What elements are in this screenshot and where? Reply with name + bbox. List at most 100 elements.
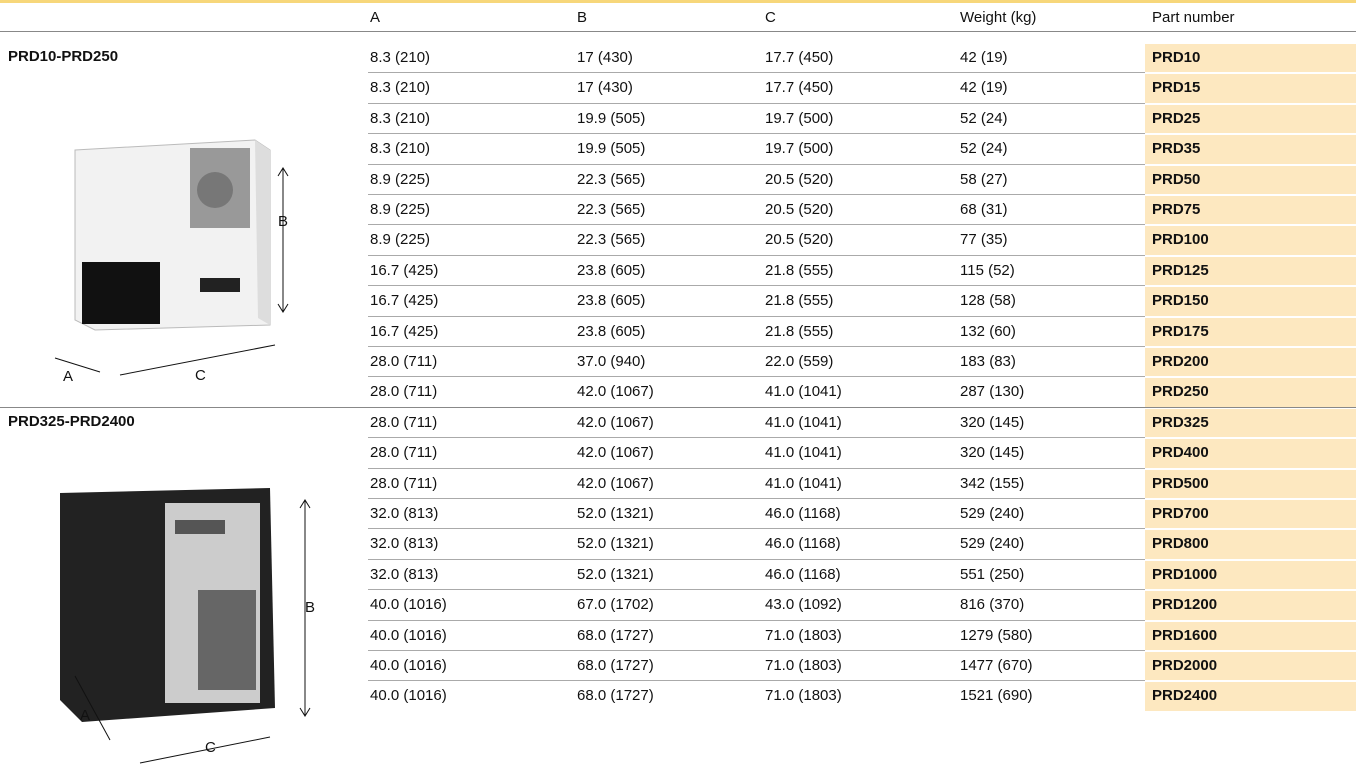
cell: 28.0 (711): [370, 413, 438, 431]
cell: 320 (145): [960, 413, 1025, 431]
part-number: PRD10: [1152, 49, 1201, 66]
dimension-label: A: [80, 707, 91, 724]
cell: 20.5 (520): [765, 231, 834, 249]
cell: 17.7 (450): [765, 49, 834, 66]
row-rule: [368, 528, 1145, 530]
row-rule: [368, 680, 1145, 682]
cell: 28.0 (711): [370, 353, 438, 370]
cell: 52.0 (1321): [577, 565, 654, 583]
part-number: PRD25: [1152, 109, 1201, 127]
row-rule: [368, 467, 1145, 469]
part-number: PRD1200: [1152, 596, 1218, 614]
dimension-label: A: [63, 368, 74, 385]
part-number: PRD400: [1152, 444, 1209, 462]
cell: 28.0 (711): [370, 383, 438, 401]
cell: 115 (52): [960, 261, 1015, 279]
cell: 41.0 (1041): [765, 413, 842, 431]
cell: 41.0 (1041): [765, 474, 842, 492]
cell: 41.0 (1041): [765, 383, 842, 401]
part-cell-bg: [1145, 500, 1356, 529]
part-cell-bg: [1145, 378, 1356, 407]
cell: 23.8 (605): [577, 322, 646, 340]
cell: 16.7 (425): [370, 322, 439, 340]
unit-large: [60, 488, 311, 764]
cell: 58 (27): [960, 170, 1008, 188]
cell: 32.0 (813): [370, 505, 439, 522]
part-number: PRD200: [1152, 353, 1209, 370]
cell: 52.0 (1321): [577, 535, 654, 553]
row-rule: [368, 163, 1145, 165]
cell: 68 (31): [960, 201, 1008, 218]
row-rule: [368, 498, 1145, 499]
cell: 16.7 (425): [370, 292, 439, 310]
cell: 52 (24): [960, 109, 1008, 127]
part-cell-bg: [1145, 682, 1356, 711]
cell: 529 (240): [960, 505, 1025, 522]
cell: 21.8 (555): [765, 261, 834, 279]
header-rule: [0, 31, 1356, 32]
cell: 287 (130): [960, 383, 1025, 401]
cell: 128 (58): [960, 292, 1016, 310]
dimension-label: B: [278, 213, 289, 230]
part-cell-bg: [1145, 74, 1356, 103]
cell: 22.3 (565): [577, 201, 646, 218]
part-number: PRD35: [1152, 140, 1201, 158]
part-cell-bg: [1145, 652, 1356, 681]
cell: 28.0 (711): [370, 444, 438, 462]
column-header: C: [765, 9, 776, 26]
column-header: B: [577, 9, 588, 26]
part-number: PRD250: [1152, 383, 1209, 401]
cell: 41.0 (1041): [765, 444, 842, 462]
cell: 19.9 (505): [577, 140, 646, 158]
cell: 22.3 (565): [577, 231, 646, 249]
cell: 551 (250): [960, 565, 1025, 583]
cell: 46.0 (1168): [765, 535, 841, 553]
column-header: Part number: [1152, 9, 1235, 26]
cell: 67.0 (1702): [577, 596, 654, 614]
cell: 8.9 (225): [370, 201, 431, 218]
group-title: PRD325-PRD2400: [8, 412, 135, 430]
cell: 32.0 (813): [370, 535, 439, 553]
row-rule: [368, 346, 1145, 347]
row-rule: [368, 133, 1145, 135]
cell: 28.0 (711): [370, 474, 438, 492]
cell: 8.9 (225): [370, 170, 431, 188]
cell: 529 (240): [960, 535, 1025, 553]
row-rule: [368, 650, 1145, 651]
row-rule: [368, 224, 1145, 226]
cell: 17 (430): [577, 79, 633, 97]
cell: 320 (145): [960, 444, 1025, 462]
row-rule: [368, 285, 1145, 287]
cell: 71.0 (1803): [765, 657, 842, 674]
cell: 40.0 (1016): [370, 626, 447, 644]
cell: 52.0 (1321): [577, 505, 654, 522]
row-rule: [368, 589, 1145, 591]
row-rule: [368, 194, 1145, 195]
cell: 77 (35): [960, 231, 1008, 249]
cell: 71.0 (1803): [765, 626, 842, 644]
cell: 43.0 (1092): [765, 596, 842, 614]
cell: 16.7 (425): [370, 261, 439, 279]
part-number: PRD150: [1152, 292, 1209, 310]
cell: 19.7 (500): [765, 109, 834, 127]
part-cell-bg: [1145, 104, 1356, 134]
cell: 22.3 (565): [577, 170, 646, 188]
part-cell-bg: [1145, 408, 1356, 438]
part-number: PRD50: [1152, 170, 1201, 188]
row-rule: [368, 619, 1145, 621]
cell: 42.0 (1067): [577, 444, 654, 462]
cell: 46.0 (1168): [765, 505, 841, 522]
cell: 20.5 (520): [765, 201, 834, 218]
cell: 42 (19): [960, 79, 1008, 97]
cell: 19.9 (505): [577, 109, 646, 127]
cell: 40.0 (1016): [370, 687, 447, 705]
part-cell-bg: [1145, 560, 1356, 590]
row-rule: [368, 315, 1145, 317]
cell: 17 (430): [577, 49, 633, 66]
part-number: PRD800: [1152, 535, 1209, 553]
part-number: PRD700: [1152, 505, 1209, 522]
group-title: PRD10-PRD250: [8, 48, 119, 65]
part-number: PRD1000: [1152, 565, 1218, 583]
cell: 8.9 (225): [370, 231, 431, 249]
